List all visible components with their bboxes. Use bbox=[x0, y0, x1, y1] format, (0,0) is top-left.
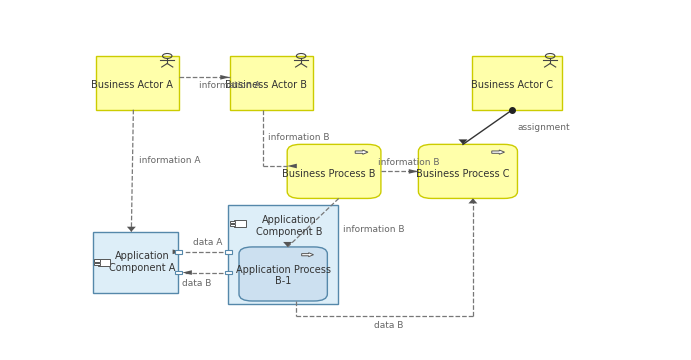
Polygon shape bbox=[220, 75, 230, 80]
Text: Application Process
B-1: Application Process B-1 bbox=[236, 265, 331, 286]
Polygon shape bbox=[355, 150, 368, 154]
Polygon shape bbox=[173, 249, 182, 254]
Text: Application
Component B: Application Component B bbox=[256, 215, 323, 237]
Bar bbox=[95, 262, 100, 265]
FancyBboxPatch shape bbox=[418, 144, 518, 198]
Text: Business Actor A: Business Actor A bbox=[91, 81, 173, 90]
Text: information B: information B bbox=[268, 133, 330, 142]
Polygon shape bbox=[283, 242, 292, 247]
Bar bbox=[234, 220, 246, 227]
Text: Business Process B: Business Process B bbox=[282, 169, 375, 179]
Text: information B: information B bbox=[378, 158, 439, 167]
Text: Business Actor B: Business Actor B bbox=[225, 81, 307, 90]
Bar bbox=[230, 56, 313, 110]
Polygon shape bbox=[492, 150, 504, 154]
Text: assignment: assignment bbox=[518, 122, 570, 131]
Bar bbox=[175, 271, 182, 274]
Bar bbox=[175, 250, 182, 254]
Text: data A: data A bbox=[193, 238, 222, 247]
Bar bbox=[96, 56, 179, 110]
Text: information A: information A bbox=[139, 156, 200, 165]
Polygon shape bbox=[409, 169, 418, 174]
Polygon shape bbox=[468, 198, 477, 203]
FancyBboxPatch shape bbox=[287, 144, 381, 198]
Bar bbox=[472, 56, 562, 110]
Text: Business Actor C: Business Actor C bbox=[471, 81, 553, 90]
Text: data B: data B bbox=[182, 279, 211, 288]
Bar bbox=[225, 250, 232, 254]
Bar bbox=[230, 221, 235, 223]
Text: information B: information B bbox=[343, 225, 404, 234]
Bar bbox=[230, 224, 235, 226]
Polygon shape bbox=[127, 227, 136, 232]
Text: Application
Component A: Application Component A bbox=[109, 251, 176, 273]
Text: information A: information A bbox=[199, 81, 261, 90]
Text: data B: data B bbox=[374, 321, 404, 330]
Polygon shape bbox=[287, 164, 297, 168]
Polygon shape bbox=[182, 270, 192, 275]
Polygon shape bbox=[302, 253, 314, 257]
Bar bbox=[225, 271, 232, 274]
FancyBboxPatch shape bbox=[239, 247, 328, 301]
Bar bbox=[98, 259, 111, 266]
Bar bbox=[95, 260, 100, 262]
Polygon shape bbox=[459, 139, 468, 144]
Bar bbox=[228, 205, 338, 304]
Text: Business Process C: Business Process C bbox=[416, 169, 509, 179]
Bar bbox=[93, 232, 178, 293]
